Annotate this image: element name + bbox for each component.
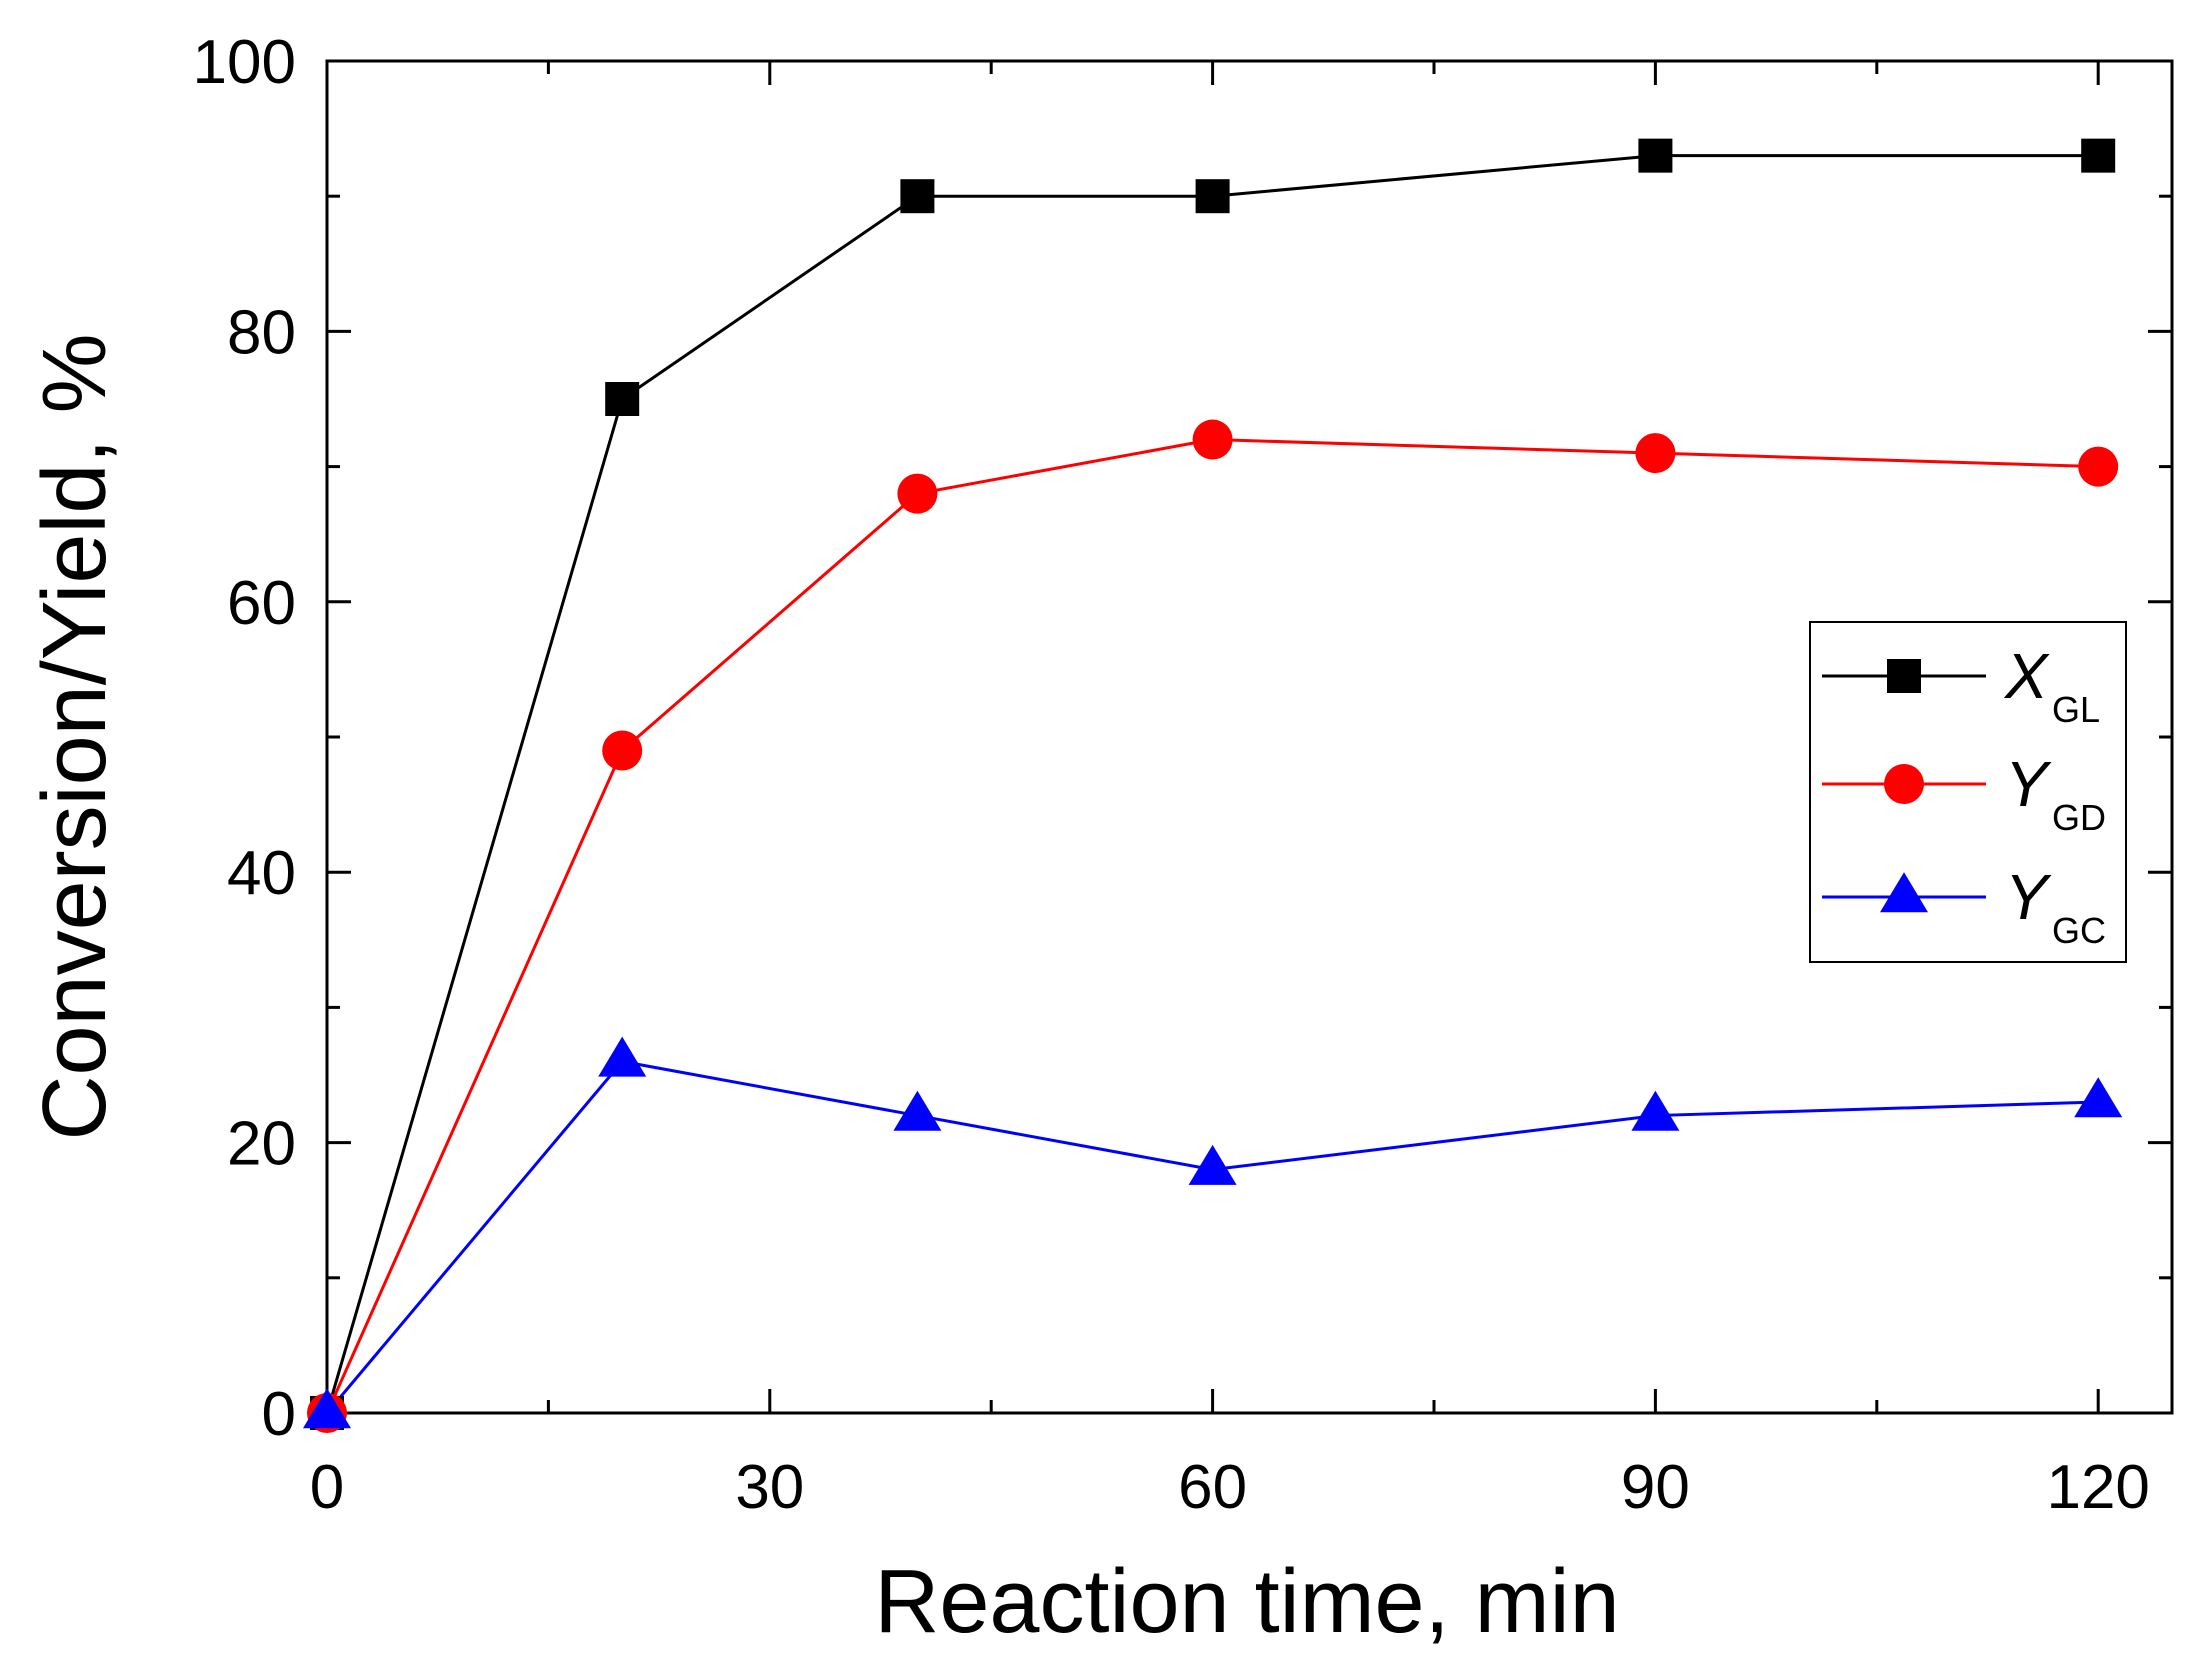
data-point-y-gc [2074,1077,2123,1118]
legend-marker [1887,659,1921,693]
data-point-x-gl [605,382,640,416]
legend-marker [1880,872,1928,913]
data-point-y-gd [2078,446,2119,487]
tick-labels: 0 30 60 90 120 0 20 40 60 80 100 [193,28,2150,1522]
series-line-y-gd [325,438,2099,1414]
x-tick-label: 60 [1178,1453,1247,1522]
y-tick-label: 100 [193,28,296,97]
data-point-x-gl [2081,138,2116,173]
data-point-y-gd [897,473,938,514]
x-tick-label: 0 [310,1453,344,1522]
y-tick-label: 0 [262,1380,296,1449]
legend-label: Y [2005,861,2052,933]
data-point-y-gd [602,730,643,771]
legend: X GLY GDY GC [1809,621,2127,963]
series-markers [303,138,2123,1433]
series-line-y-gc [325,1059,2099,1414]
y-tick-label: 60 [227,569,296,638]
legend-subscript: GL [2052,689,2100,730]
y-axis-title: Conversion/Yield, % [25,333,125,1140]
series-lines [325,154,2099,1414]
series-line-x-gl [325,154,2099,1414]
data-point-y-gc [598,1036,647,1077]
data-point-x-gl [900,179,935,214]
data-point-y-gc [303,1388,351,1429]
legend-subscript: GD [2052,797,2106,838]
data-point-x-gl [1195,179,1230,214]
x-tick-label: 120 [2046,1453,2149,1522]
x-tick-label: 90 [1621,1453,1690,1522]
data-point-x-gl [1638,138,1673,173]
legend-label: Y [2005,748,2052,820]
y-tick-label: 20 [227,1110,296,1179]
legend-marker [1884,764,1924,804]
legend-label: X [2003,640,2050,712]
x-tick-label: 30 [735,1453,804,1522]
data-point-y-gc [893,1090,942,1131]
legend-frame [1809,621,2127,963]
data-point-y-gd [1192,419,1233,460]
axis-ticks [325,59,2172,1415]
y-tick-label: 80 [227,298,296,367]
data-point-y-gc [1631,1090,1680,1131]
data-point-y-gd [1635,433,1676,474]
x-axis-title: Reaction time, min [874,1552,1619,1652]
legend-subscript: GC [2052,910,2106,951]
y-tick-label: 40 [227,839,296,908]
data-point-y-gc [1188,1144,1237,1185]
